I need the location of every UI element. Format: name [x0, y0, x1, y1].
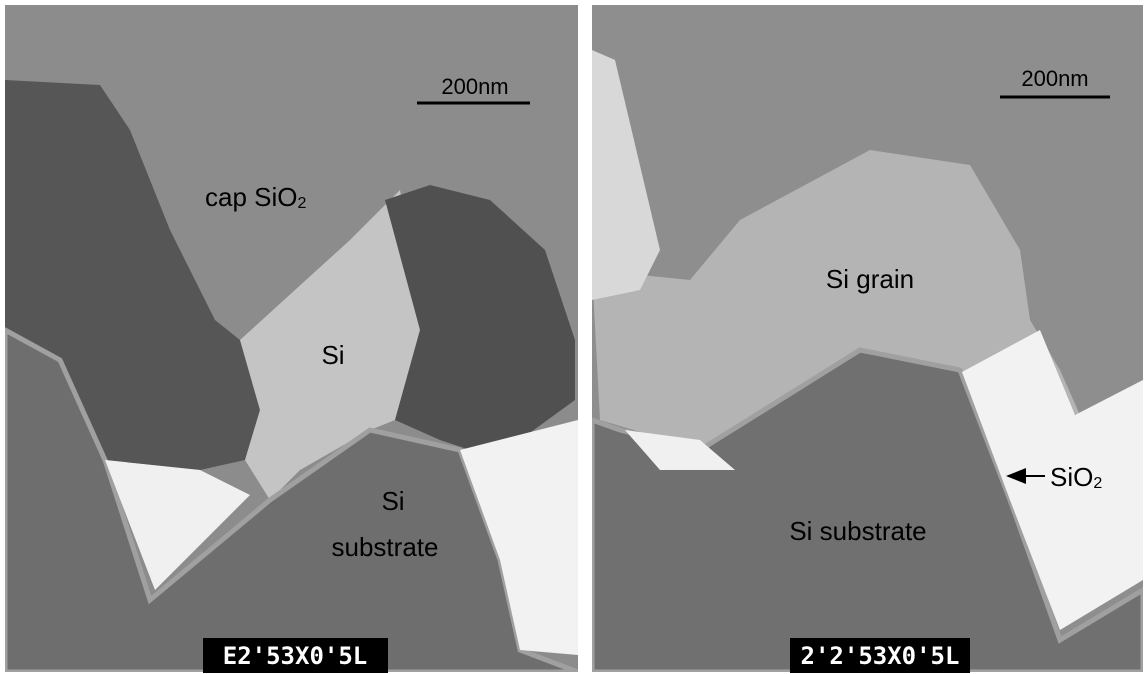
scale-label: 200nm — [1021, 66, 1088, 91]
label: Si grain — [826, 264, 914, 294]
scale-label: 200nm — [441, 74, 508, 99]
label-text: SiO — [1050, 462, 1093, 492]
label: Si substrate — [789, 516, 926, 546]
label: cap SiO2 — [205, 182, 307, 212]
right-panel — [592, 5, 1143, 672]
label: substrate — [332, 532, 439, 562]
label: Si — [381, 486, 404, 516]
subscript: 2 — [1093, 475, 1102, 492]
subscript: 2 — [298, 195, 307, 212]
left-panel — [5, 5, 578, 672]
label: Si — [321, 340, 344, 370]
plate-text: E2'53X0'5L — [223, 642, 368, 670]
plate-text: 2'2'53X0'5L — [801, 642, 960, 670]
micrograph-figure: 200nm cap SiO2 Si Si substrate E2'53X0'5… — [0, 0, 1145, 674]
label-text: cap SiO — [205, 182, 298, 212]
